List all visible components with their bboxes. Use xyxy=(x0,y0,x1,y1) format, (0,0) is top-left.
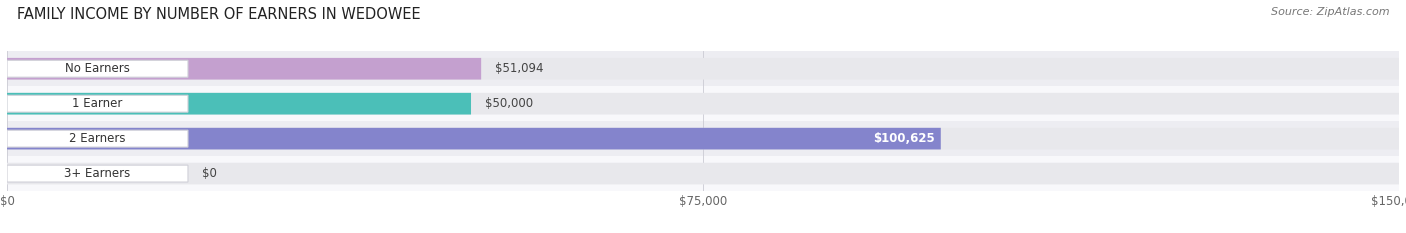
FancyBboxPatch shape xyxy=(7,93,1399,115)
FancyBboxPatch shape xyxy=(7,128,941,150)
Text: $100,625: $100,625 xyxy=(873,132,935,145)
FancyBboxPatch shape xyxy=(7,60,188,77)
FancyBboxPatch shape xyxy=(7,95,188,112)
FancyBboxPatch shape xyxy=(7,93,471,115)
FancyBboxPatch shape xyxy=(7,163,1399,185)
Bar xyxy=(7,156,1399,191)
FancyBboxPatch shape xyxy=(7,128,1399,150)
FancyBboxPatch shape xyxy=(7,58,1399,80)
FancyBboxPatch shape xyxy=(7,165,188,182)
Text: $0: $0 xyxy=(202,167,217,180)
Bar xyxy=(7,51,1399,86)
Text: No Earners: No Earners xyxy=(65,62,129,75)
Bar xyxy=(7,121,1399,156)
Text: $51,094: $51,094 xyxy=(495,62,544,75)
FancyBboxPatch shape xyxy=(7,58,481,80)
Text: FAMILY INCOME BY NUMBER OF EARNERS IN WEDOWEE: FAMILY INCOME BY NUMBER OF EARNERS IN WE… xyxy=(17,7,420,22)
FancyBboxPatch shape xyxy=(7,130,188,147)
Text: 3+ Earners: 3+ Earners xyxy=(65,167,131,180)
Bar xyxy=(7,86,1399,121)
Text: $50,000: $50,000 xyxy=(485,97,533,110)
Text: 1 Earner: 1 Earner xyxy=(72,97,122,110)
Text: 2 Earners: 2 Earners xyxy=(69,132,125,145)
Text: Source: ZipAtlas.com: Source: ZipAtlas.com xyxy=(1271,7,1389,17)
